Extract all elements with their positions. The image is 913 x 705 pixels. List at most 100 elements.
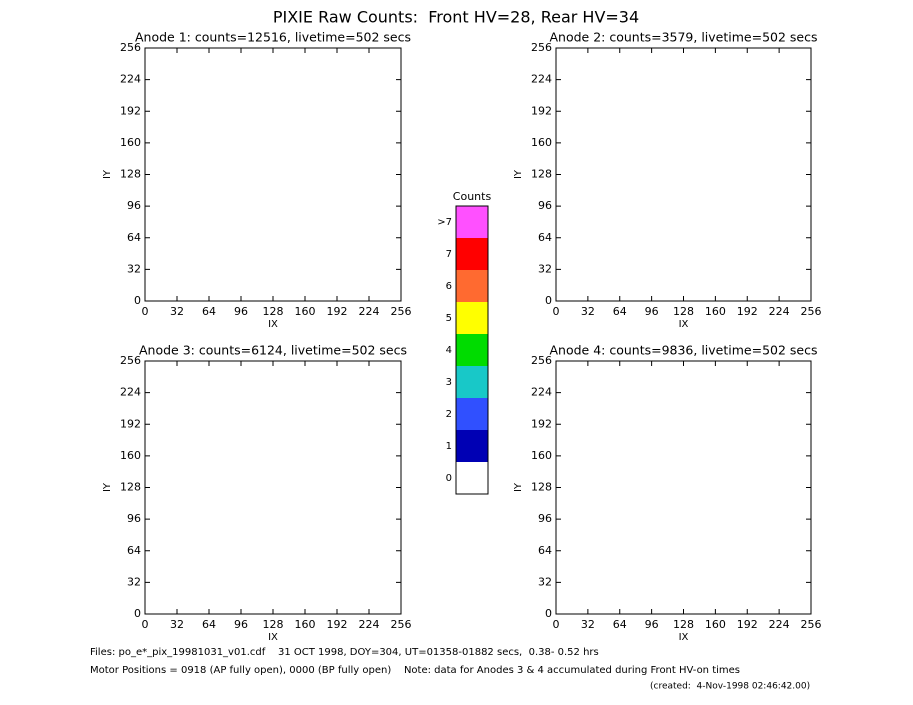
y-tick-label: 96	[538, 512, 552, 525]
y-tick-label: 128	[531, 168, 552, 181]
panel-title: Anode 4: counts=9836, livetime=502 secs	[549, 343, 817, 358]
colorbar-label: 0	[446, 473, 452, 484]
x-tick-label: 128	[673, 618, 694, 631]
y-tick-label: 224	[531, 386, 552, 399]
colorbar-swatch	[456, 270, 488, 302]
x-tick-label: 128	[263, 305, 284, 318]
x-tick-label: 64	[613, 305, 627, 318]
x-axis-label: IX	[268, 632, 278, 643]
colorbar-label: 7	[446, 249, 452, 260]
x-tick-label: 0	[553, 305, 560, 318]
x-tick-label: 96	[234, 618, 248, 631]
x-tick-label: 160	[295, 618, 316, 631]
y-tick-label: 160	[531, 449, 552, 462]
y-tick-label: 160	[531, 136, 552, 149]
x-tick-label: 32	[170, 618, 184, 631]
y-tick-label: 64	[127, 544, 141, 557]
x-tick-label: 224	[769, 305, 790, 318]
y-tick-label: 128	[120, 481, 141, 494]
colorbar-label: 4	[446, 345, 452, 356]
y-tick-label: 0	[545, 294, 552, 307]
y-tick-label: 128	[531, 481, 552, 494]
x-tick-label: 32	[581, 305, 595, 318]
y-tick-label: 64	[538, 231, 552, 244]
y-tick-label: 160	[120, 449, 141, 462]
colorbar-frame	[455, 205, 489, 495]
colorbar-swatch	[456, 462, 488, 494]
x-tick-label: 64	[613, 618, 627, 631]
y-tick-label: 192	[531, 104, 552, 117]
x-tick-label: 64	[202, 618, 216, 631]
y-tick-label: 32	[538, 262, 552, 275]
x-tick-label: 192	[327, 305, 348, 318]
colorbar-label: >7	[437, 217, 452, 228]
colorbar-swatch	[456, 238, 488, 270]
main-title: PIXIE Raw Counts: Front HV=28, Rear HV=3…	[273, 8, 639, 27]
x-tick-label: 128	[673, 305, 694, 318]
y-tick-label: 96	[127, 199, 141, 212]
y-tick-label: 96	[538, 199, 552, 212]
y-tick-label: 0	[545, 607, 552, 620]
x-tick-label: 256	[391, 618, 412, 631]
y-tick-label: 192	[531, 417, 552, 430]
panel-title: Anode 3: counts=6124, livetime=502 secs	[139, 343, 407, 358]
colorbar-label: 1	[446, 441, 452, 452]
panel-title: Anode 1: counts=12516, livetime=502 secs	[135, 30, 411, 45]
panel-title: Anode 2: counts=3579, livetime=502 secs	[549, 30, 817, 45]
footer-files: Files: po_e*_pix_19981031_v01.cdf 31 OCT…	[90, 647, 599, 658]
x-tick-label: 224	[359, 305, 380, 318]
x-axis-label: IX	[679, 632, 689, 643]
y-tick-label: 64	[127, 231, 141, 244]
colorbar-label: 2	[446, 409, 452, 420]
colorbar-swatch	[456, 398, 488, 430]
x-tick-label: 96	[645, 618, 659, 631]
y-tick-label: 192	[120, 104, 141, 117]
x-tick-label: 192	[327, 618, 348, 631]
y-tick-label: 160	[120, 136, 141, 149]
colorbar-label: 3	[446, 377, 452, 388]
y-tick-label: 32	[127, 575, 141, 588]
x-tick-label: 160	[705, 618, 726, 631]
x-tick-label: 0	[142, 305, 149, 318]
y-tick-label: 96	[127, 512, 141, 525]
x-tick-label: 160	[705, 305, 726, 318]
y-tick-label: 224	[531, 73, 552, 86]
colorbar-swatch	[456, 334, 488, 366]
x-axis-label: IX	[268, 319, 278, 330]
x-tick-label: 160	[295, 305, 316, 318]
colorbar-swatch	[456, 206, 488, 238]
colorbar-label: 5	[446, 313, 452, 324]
y-tick-label: 224	[120, 73, 141, 86]
y-tick-label: 224	[120, 386, 141, 399]
x-tick-label: 96	[645, 305, 659, 318]
x-tick-label: 0	[142, 618, 149, 631]
x-tick-label: 256	[391, 305, 412, 318]
y-axis-label: IY	[102, 482, 113, 492]
x-tick-label: 224	[769, 618, 790, 631]
x-tick-label: 32	[581, 618, 595, 631]
y-tick-label: 192	[120, 417, 141, 430]
x-axis-label: IX	[679, 319, 689, 330]
x-tick-label: 0	[553, 618, 560, 631]
y-tick-label: 32	[538, 575, 552, 588]
y-tick-label: 256	[120, 354, 141, 367]
x-tick-label: 32	[170, 305, 184, 318]
y-tick-label: 128	[120, 168, 141, 181]
colorbar-swatch	[456, 430, 488, 462]
x-tick-label: 256	[801, 618, 822, 631]
x-tick-label: 128	[263, 618, 284, 631]
y-tick-label: 32	[127, 262, 141, 275]
y-axis-label: IY	[513, 482, 524, 492]
y-tick-label: 256	[531, 41, 552, 54]
x-tick-label: 224	[359, 618, 380, 631]
y-tick-label: 0	[134, 607, 141, 620]
colorbar-swatch	[456, 302, 488, 334]
colorbar-swatch	[456, 366, 488, 398]
y-axis-label: IY	[513, 169, 524, 179]
x-tick-label: 64	[202, 305, 216, 318]
y-axis-label: IY	[102, 169, 113, 179]
y-tick-label: 256	[531, 354, 552, 367]
x-tick-label: 192	[737, 305, 758, 318]
colorbar-title: Counts	[453, 190, 492, 203]
